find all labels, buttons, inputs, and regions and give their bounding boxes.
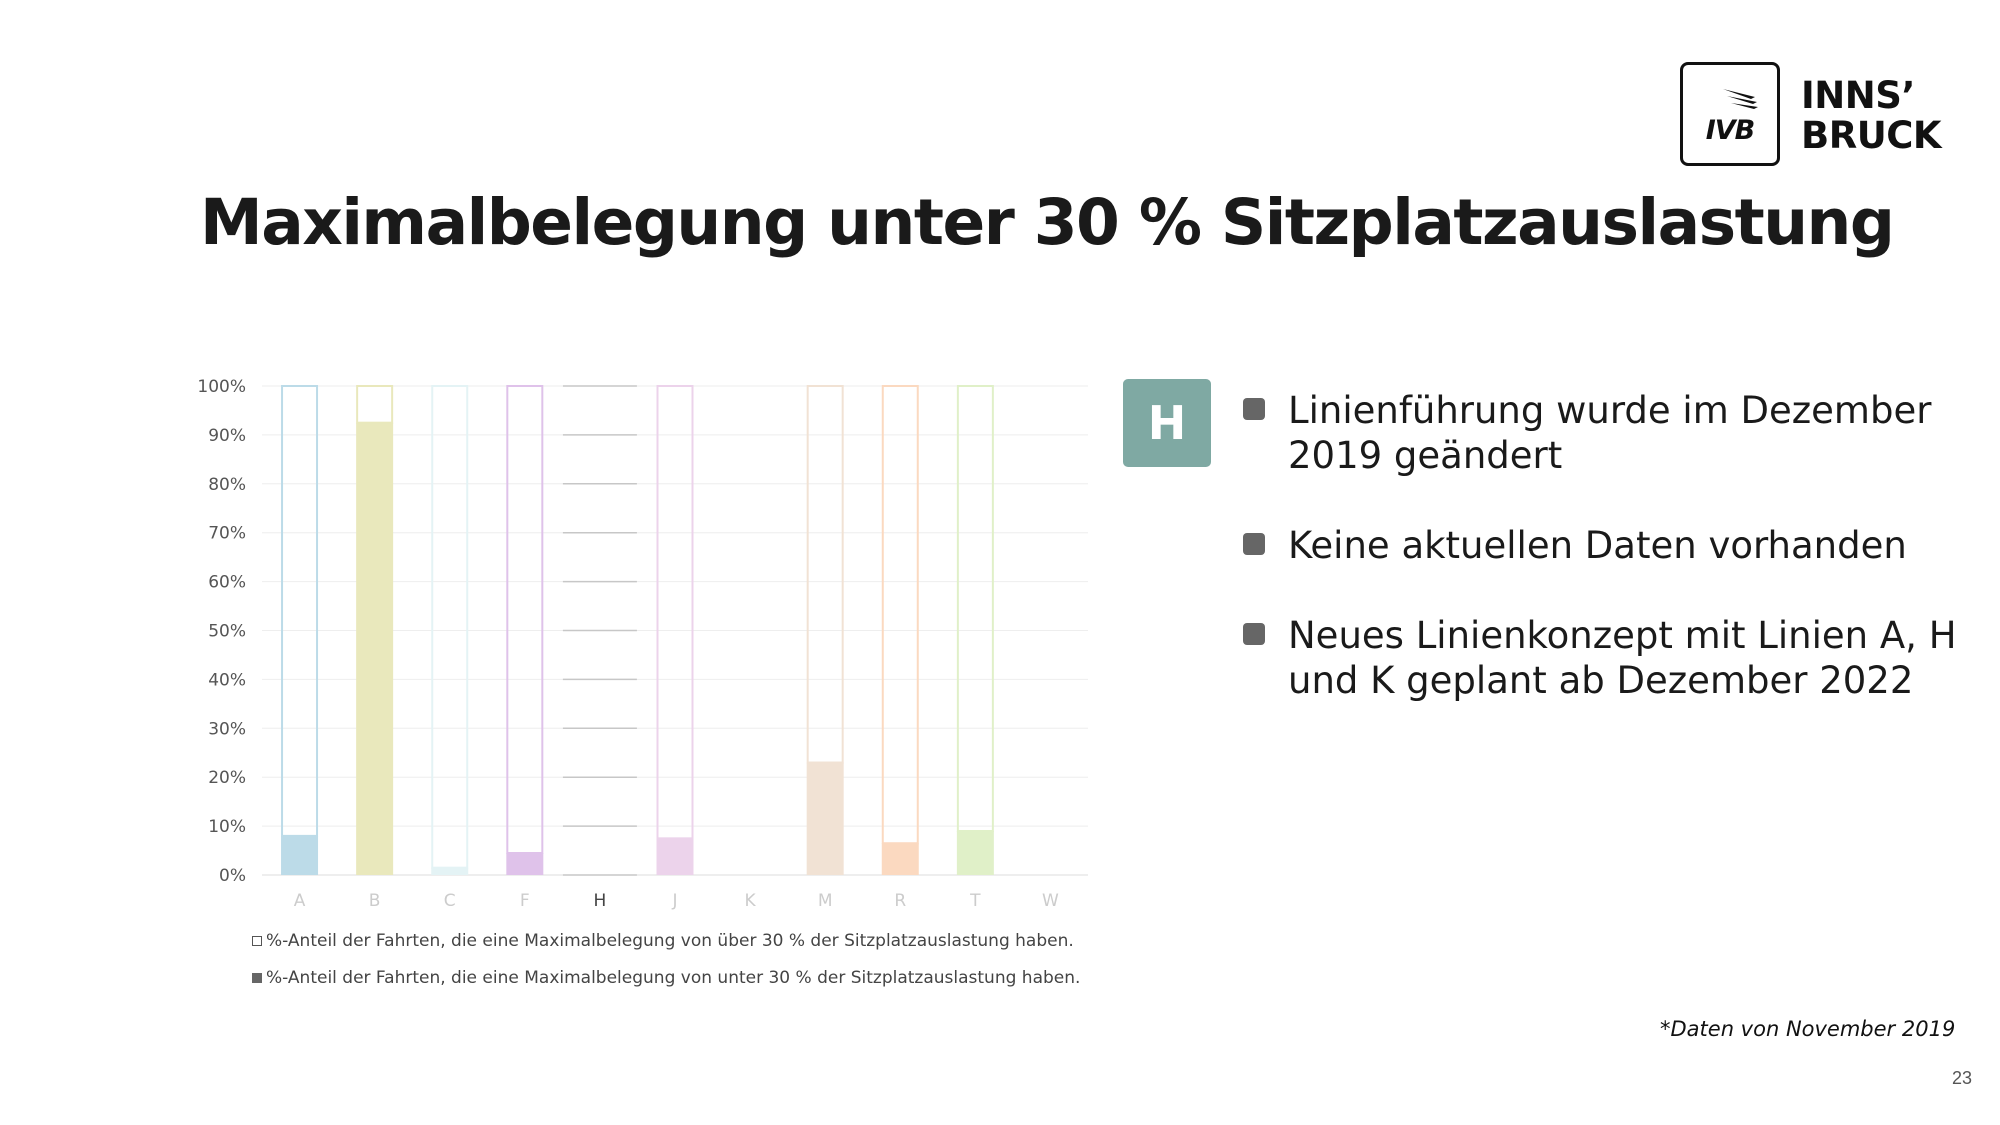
y-tick-label: 100% [197,377,246,397]
legend-label-under-30: %-Anteil der Fahrten, die eine Maximalbe… [266,968,1081,988]
bar-segment-over-30 [356,385,394,424]
ivb-logo-box: IVB [1680,62,1780,166]
y-tick-label: 30% [208,719,246,739]
y-tick-label: 70% [208,524,246,544]
bullet-square-icon [1243,398,1265,420]
bar-segment-under-30 [656,838,694,875]
x-tick-label: J [671,891,677,911]
innsbruck-line-2: BRUCK [1801,114,1942,157]
y-tick-label: 50% [208,622,246,642]
page-number: 23 [1952,1068,1973,1088]
legend-label-over-30: %-Anteil der Fahrten, die eine Maximalbe… [266,931,1074,951]
x-tick-label: T [969,891,981,911]
x-tick-label: R [894,891,906,911]
bar-segment-under-30 [956,830,994,875]
bar-segment-under-30 [431,867,469,875]
slide-title: Maximalbelegung unter 30 % Sitzplatzausl… [200,186,1895,259]
y-tick-label: 60% [208,573,246,593]
bullet-text: Keine aktuellen Daten vorhanden [1288,524,1907,567]
bar-segment-over-30 [806,385,844,764]
bar-segment-under-30 [281,835,319,875]
legend-item-under-30: %-Anteil der Fahrten, die eine Maximalbe… [252,968,1080,988]
bar-segment-under-30 [806,762,844,875]
bar-segment-over-30 [881,385,919,845]
innsbruck-wordmark: INNS’ BRUCK [1801,76,1981,156]
x-tick-label: H [594,891,607,911]
bar-segment-over-30 [281,385,319,837]
y-tick-label: 0% [219,866,246,886]
stacked-bar-chart: 0% 10% 20% 30% 40% 50% 60% 70% 80% 90% 100% A B C F H J K… [197,377,1088,911]
bullet-list: Linienführung wurde im Dezember 2019 geä… [1240,388,1980,748]
line-h-badge: H [1123,379,1211,467]
bullet-item: Neues Linienkonzept mit Linien A, H und … [1240,613,1980,703]
y-tick-label: 90% [208,426,246,446]
ivb-innsbruck-logo: IVB INNS’ BRUCK [1680,62,1980,170]
x-tick-label: W [1042,891,1059,911]
legend-item-over-30: %-Anteil der Fahrten, die eine Maximalbe… [252,931,1074,951]
legend-swatch-filled [252,973,262,983]
y-tick-label: 80% [208,475,246,495]
x-tick-label: F [520,891,530,911]
y-tick-label: 20% [208,768,246,788]
legend-swatch-outline [252,936,262,946]
x-tick-label: C [444,891,456,911]
bullet-text: Neues Linienkonzept mit Linien A, H und … [1288,614,1957,702]
footnote: *Daten von November 2019 [1660,1017,1956,1041]
bar-segment-over-30 [506,385,544,854]
bullet-text: Linienführung wurde im Dezember 2019 geä… [1288,389,1932,477]
bar-segment-over-30 [956,385,994,832]
y-tick-label: 10% [208,817,246,837]
bullet-item: Linienführung wurde im Dezember 2019 geä… [1240,388,1980,478]
x-tick-label: K [745,891,757,911]
bar-segment-over-30 [656,385,694,840]
x-tick-label: B [369,891,381,911]
bar-segment-under-30 [506,852,544,875]
x-tick-label: A [294,891,306,911]
bar-segment-under-30 [356,422,394,875]
bullet-square-icon [1243,623,1265,645]
bullet-item: Keine aktuellen Daten vorhanden [1240,523,1980,568]
y-tick-label: 40% [208,670,246,690]
wing-icon [1723,89,1758,109]
x-tick-label: M [818,891,833,911]
bullet-square-icon [1243,533,1265,555]
bar-segment-over-30 [431,385,469,869]
innsbruck-line-1: INNS’ [1801,74,1915,117]
ivb-wordmark: IVB [1705,115,1756,146]
bar-segment-under-30 [881,843,919,875]
